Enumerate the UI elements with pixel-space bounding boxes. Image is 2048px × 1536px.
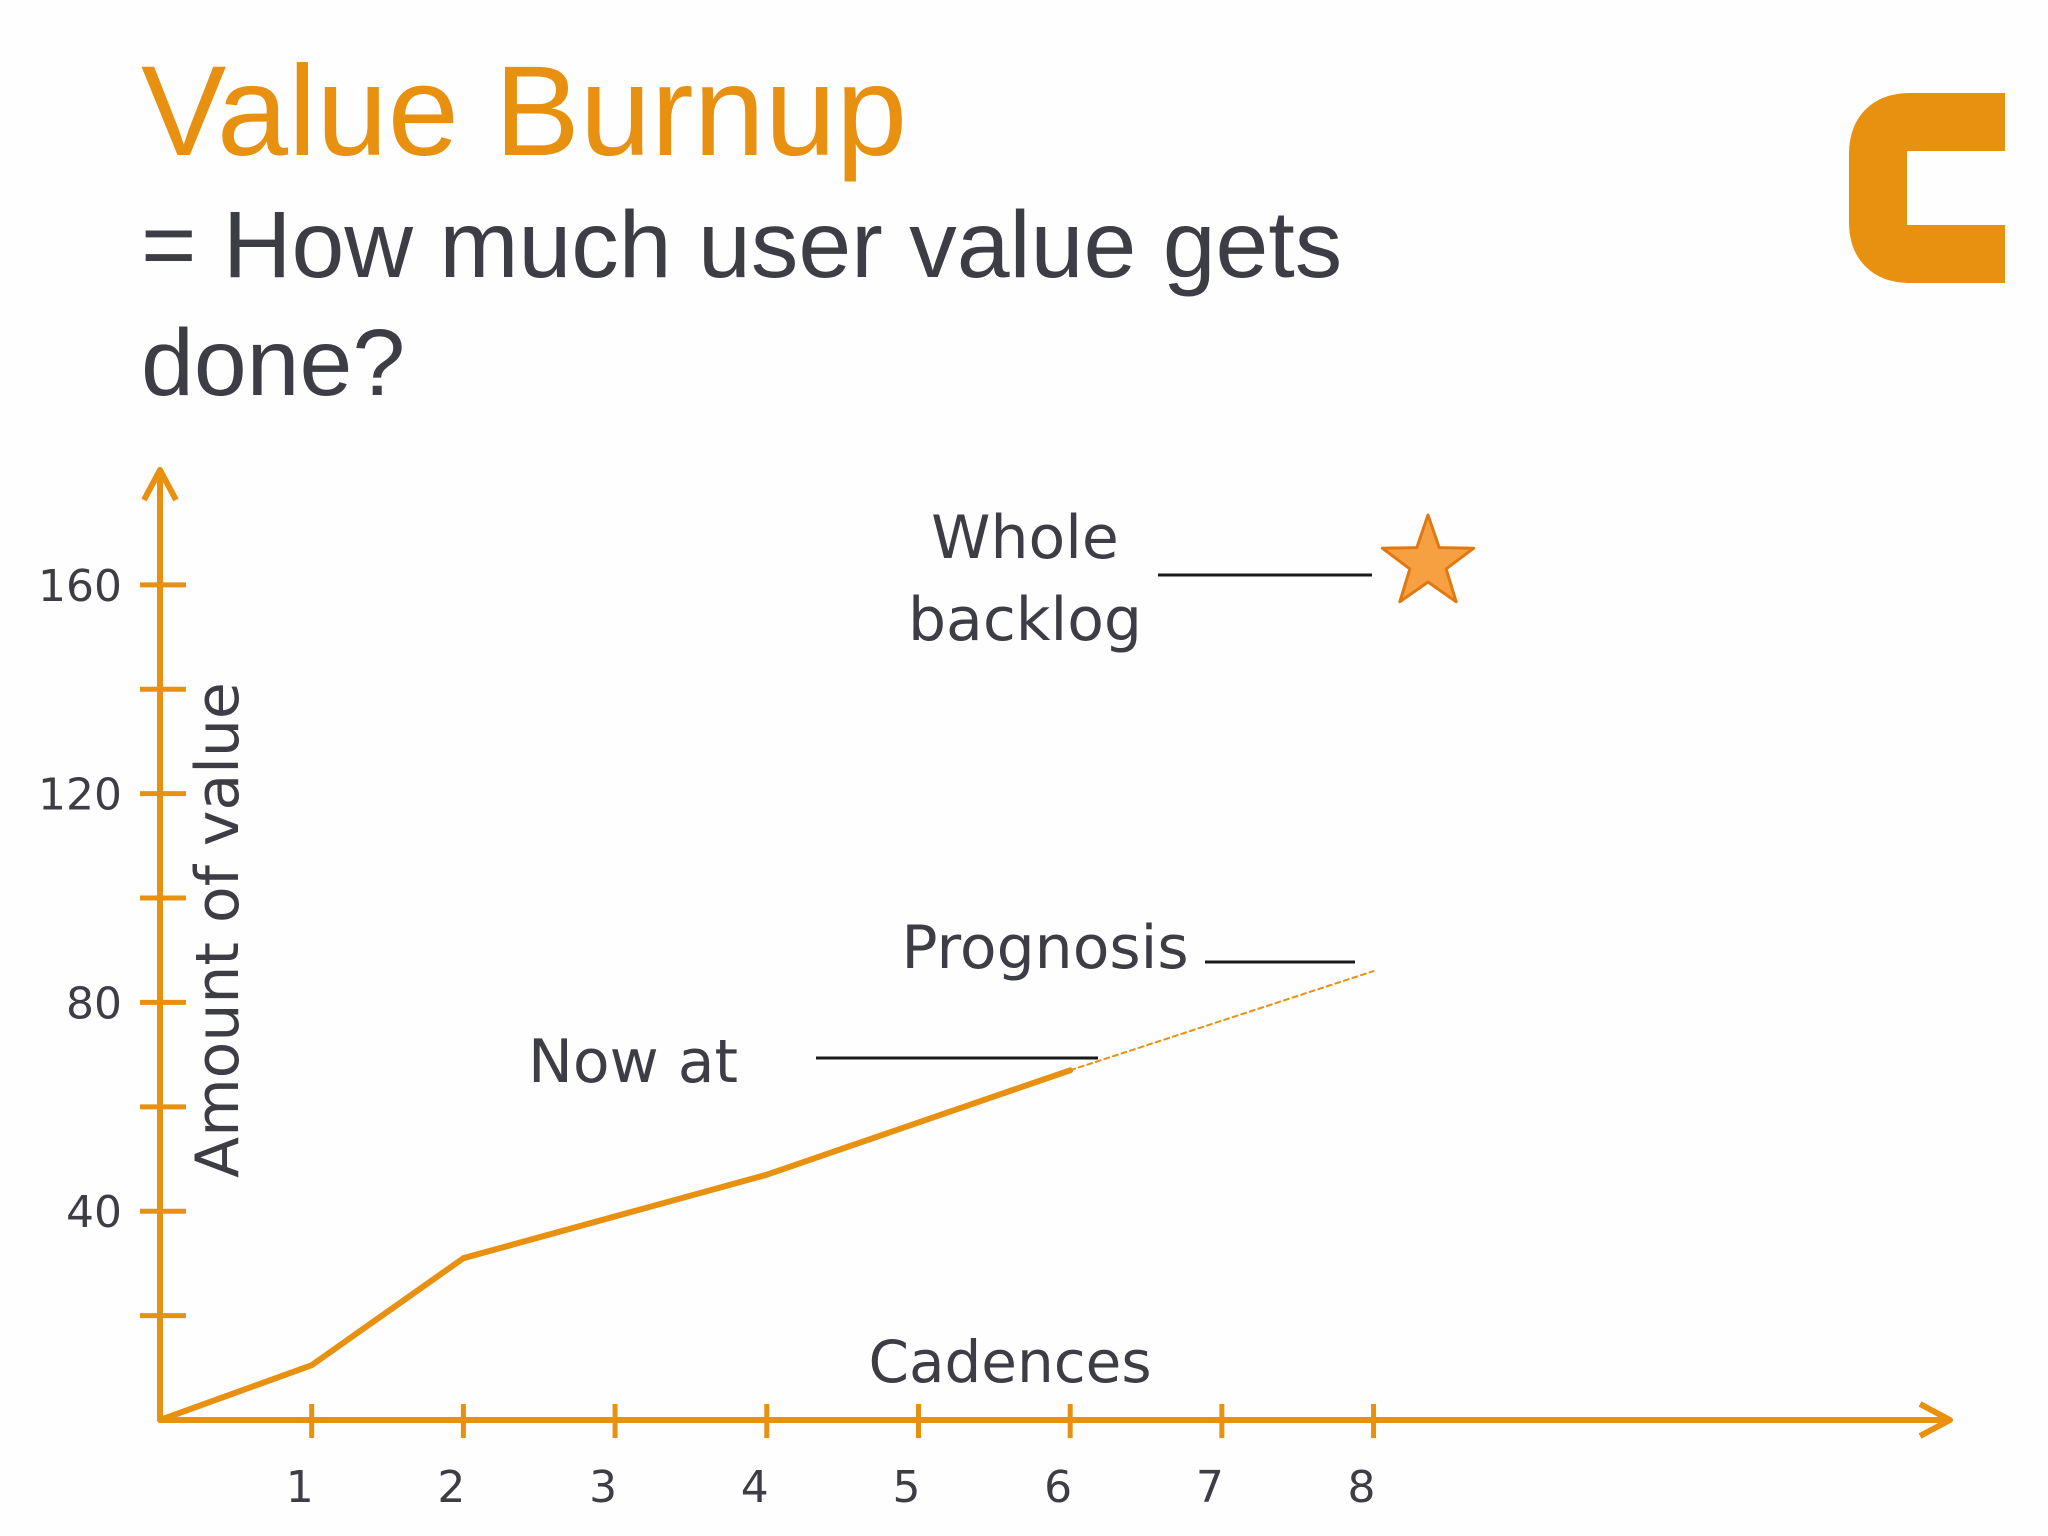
now-at-label: Now at [528,1027,738,1097]
x-tick-label: 6 [1044,1462,1072,1513]
x-tick-label: 7 [1196,1462,1224,1513]
y-axis-label: Amount of value [183,682,253,1178]
star-icon [1380,513,1476,604]
prognosis-label: Prognosis [901,913,1188,983]
y-tick-label: 40 [66,1187,122,1238]
x-tick-label: 8 [1348,1462,1376,1513]
actual-value-line [157,1067,1074,1423]
y-axis-arrowhead [141,467,179,502]
prognosis-line [1069,970,1375,1072]
brand-logo-c-icon [1849,93,2005,283]
whole-backlog-label: Whole [931,503,1119,573]
x-tick-label: 3 [589,1462,617,1513]
y-tick-label: 120 [38,770,122,821]
slide-subtitle: = How much user value gets done? [141,192,1343,416]
x-tick-label: 2 [437,1462,465,1513]
x-axis-label: Cadences [868,1328,1151,1396]
slide-title: Value Burnup [141,40,908,183]
x-tick-label: 5 [892,1462,920,1513]
whole-backlog-label: backlog [908,585,1142,655]
chart-axes [141,467,1953,1439]
y-tick-label: 160 [38,561,122,612]
chart-series [157,970,1375,1423]
y-tick-label: 80 [66,978,122,1029]
x-axis-arrowhead [1918,1401,1953,1439]
x-tick-label: 1 [286,1462,314,1513]
x-tick-label: 4 [741,1462,769,1513]
chart-annotations: Whole backlog Prognosis Now at [528,503,1476,1097]
chart-ticks: 1 2 3 4 5 6 7 8 40 80 120 160 [38,561,1377,1513]
